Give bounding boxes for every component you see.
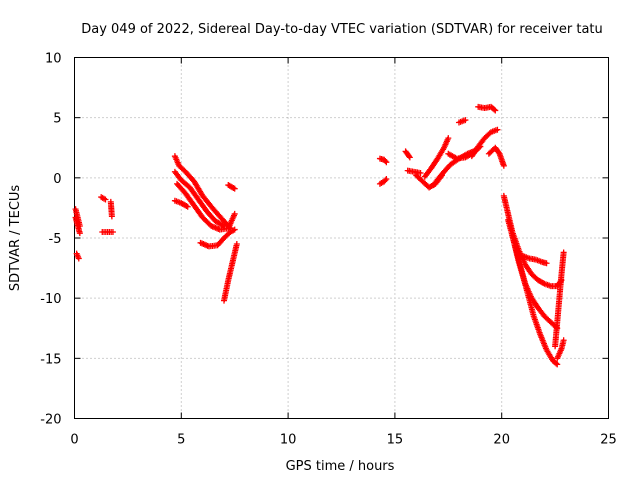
x-tick-label: 5: [177, 433, 185, 448]
data-point: [76, 230, 83, 237]
data-point: [109, 228, 116, 235]
data-point: [231, 210, 238, 217]
grid: [74, 57, 609, 419]
x-tick-label: 10: [280, 433, 297, 448]
data-point: [230, 184, 237, 191]
chart-title: Day 049 of 2022, Sidereal Day-to-day VTE…: [81, 22, 603, 37]
data-point: [500, 162, 507, 169]
data-point: [383, 159, 390, 166]
data-point: [382, 177, 389, 184]
data-point: [492, 107, 499, 114]
y-tick-label: -15: [40, 352, 61, 367]
y-axis-ticks: -20 -15 -10 -5 0 5 10: [40, 52, 609, 428]
data-point: [102, 196, 109, 203]
data-point: [560, 249, 567, 256]
data-point: [417, 170, 424, 177]
x-tick-label: 25: [600, 433, 617, 448]
data-point: [383, 176, 390, 183]
data-point: [540, 280, 547, 287]
data-points: [72, 103, 567, 368]
data-point: [108, 213, 115, 220]
x-tick-label: 20: [493, 433, 510, 448]
y-axis-label: SDTVAR / TECUs: [8, 185, 23, 292]
data-point: [554, 361, 561, 368]
data-point: [553, 360, 560, 367]
x-tick-label: 15: [387, 433, 404, 448]
data-point: [231, 226, 238, 233]
data-point: [183, 202, 190, 209]
data-point: [231, 185, 238, 192]
data-point: [560, 337, 567, 344]
data-point: [491, 106, 498, 113]
y-tick-label: -20: [40, 413, 61, 428]
y-tick-label: -10: [40, 292, 61, 307]
x-axis-label: GPS time / hours: [286, 459, 395, 474]
data-point: [445, 135, 452, 142]
data-point: [406, 154, 413, 161]
y-tick-label: 0: [53, 172, 61, 187]
y-tick-label: -5: [49, 232, 62, 247]
y-tick-label: 5: [53, 112, 61, 127]
data-point: [233, 241, 240, 248]
y-tick-label: 10: [45, 52, 62, 67]
x-axis-ticks: 0 5 10 15 20 25: [70, 57, 617, 448]
x-tick-label: 0: [70, 433, 78, 448]
data-point: [462, 117, 469, 124]
data-point: [382, 157, 389, 164]
data-point: [494, 126, 501, 133]
data-point: [543, 260, 550, 267]
data-point: [75, 255, 82, 262]
data-point: [184, 203, 191, 210]
data-point: [405, 153, 412, 160]
